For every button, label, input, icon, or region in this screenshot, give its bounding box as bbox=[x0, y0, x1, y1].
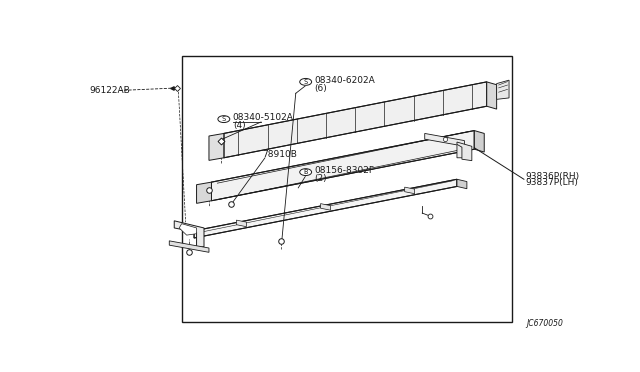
Circle shape bbox=[300, 78, 312, 85]
Text: 93837P(LH): 93837P(LH) bbox=[525, 178, 578, 187]
Polygon shape bbox=[457, 179, 467, 189]
Text: (2): (2) bbox=[315, 174, 327, 183]
Text: JC670050: JC670050 bbox=[527, 319, 564, 328]
Text: (6): (6) bbox=[315, 84, 327, 93]
Polygon shape bbox=[404, 187, 415, 194]
Polygon shape bbox=[321, 203, 330, 210]
Polygon shape bbox=[236, 220, 246, 227]
Bar bbox=[182, 56, 511, 323]
Polygon shape bbox=[209, 134, 224, 160]
Text: 08340-6202A: 08340-6202A bbox=[315, 76, 375, 85]
Text: B: B bbox=[303, 169, 308, 175]
Text: 78910B: 78910B bbox=[262, 150, 298, 160]
Text: 08156-8302F: 08156-8302F bbox=[315, 166, 374, 175]
Polygon shape bbox=[179, 224, 196, 235]
Circle shape bbox=[218, 116, 230, 122]
Polygon shape bbox=[211, 131, 474, 201]
Text: S: S bbox=[221, 116, 226, 122]
Text: 96122AB: 96122AB bbox=[89, 86, 130, 95]
Polygon shape bbox=[224, 82, 486, 158]
Polygon shape bbox=[497, 80, 509, 99]
Polygon shape bbox=[425, 134, 465, 158]
Polygon shape bbox=[474, 131, 484, 152]
Circle shape bbox=[300, 169, 312, 176]
Text: (4): (4) bbox=[233, 121, 245, 130]
Polygon shape bbox=[169, 241, 209, 252]
Text: 93836P(RH): 93836P(RH) bbox=[525, 172, 579, 181]
Polygon shape bbox=[486, 82, 497, 109]
Text: 08340-5102A: 08340-5102A bbox=[233, 113, 294, 122]
Polygon shape bbox=[196, 182, 211, 203]
Polygon shape bbox=[194, 179, 457, 238]
Polygon shape bbox=[457, 142, 472, 161]
Text: S: S bbox=[303, 79, 308, 85]
Polygon shape bbox=[174, 221, 204, 248]
